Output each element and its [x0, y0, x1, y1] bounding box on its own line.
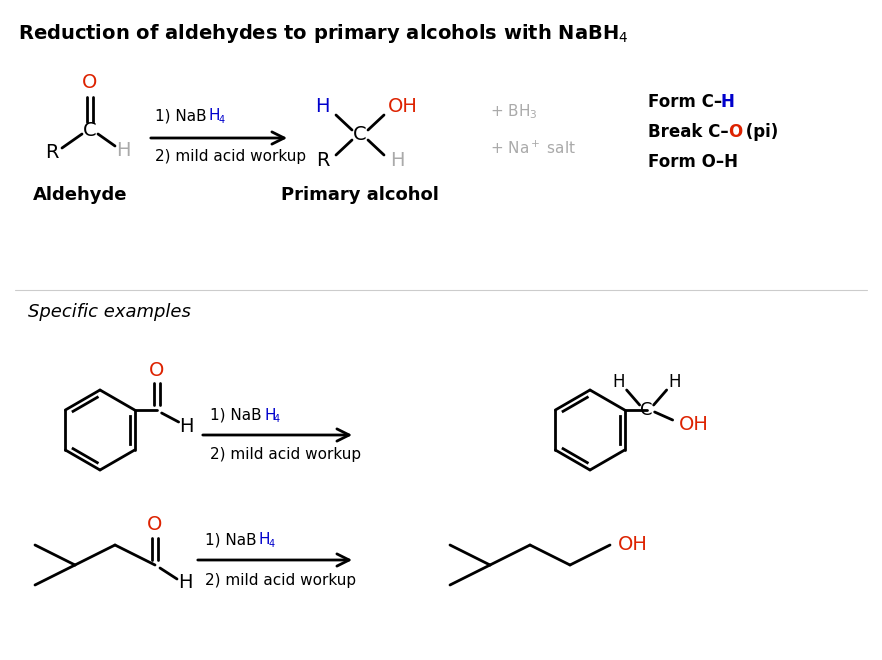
Text: H: H — [259, 533, 271, 548]
Text: OH: OH — [388, 98, 418, 117]
Text: H: H — [179, 416, 194, 436]
Text: 1) NaB: 1) NaB — [155, 108, 206, 123]
Text: 1) NaB: 1) NaB — [205, 533, 257, 548]
Text: R: R — [45, 143, 59, 162]
Text: OH: OH — [678, 414, 708, 434]
Text: $_4$: $_4$ — [218, 112, 226, 126]
Text: OH: OH — [618, 535, 648, 554]
Text: C: C — [640, 401, 653, 419]
Text: Form C–: Form C– — [648, 93, 722, 111]
Text: Reduction of aldehydes to primary alcohols with NaBH$_4$: Reduction of aldehydes to primary alcoho… — [18, 22, 629, 45]
Text: 2) mild acid workup: 2) mild acid workup — [210, 447, 361, 463]
Text: Aldehyde: Aldehyde — [33, 186, 127, 204]
Text: H: H — [178, 574, 192, 593]
Text: 1) NaB: 1) NaB — [210, 407, 262, 422]
Text: (pi): (pi) — [740, 123, 778, 141]
Text: H: H — [720, 93, 734, 111]
Text: + Na$^+$ salt: + Na$^+$ salt — [490, 139, 576, 156]
Text: H: H — [264, 407, 275, 422]
Text: C: C — [353, 125, 367, 145]
Text: O: O — [82, 73, 98, 92]
Text: R: R — [317, 152, 330, 170]
Text: O: O — [147, 515, 162, 535]
Text: $_4$: $_4$ — [268, 536, 276, 550]
Text: H: H — [116, 141, 131, 160]
Text: C: C — [83, 121, 97, 139]
Text: + BH$_3$: + BH$_3$ — [490, 103, 538, 121]
Text: Primary alcohol: Primary alcohol — [281, 186, 439, 204]
Text: $_4$: $_4$ — [273, 411, 280, 425]
Text: H: H — [669, 373, 681, 391]
Text: Break C–: Break C– — [648, 123, 729, 141]
Text: O: O — [728, 123, 743, 141]
Text: H: H — [209, 108, 220, 123]
Text: 2) mild acid workup: 2) mild acid workup — [205, 572, 356, 587]
Text: 2) mild acid workup: 2) mild acid workup — [155, 148, 306, 164]
Text: H: H — [390, 152, 405, 170]
Text: H: H — [612, 373, 624, 391]
Text: Form O–H: Form O–H — [648, 153, 738, 171]
Text: O: O — [149, 360, 164, 379]
Text: H: H — [316, 98, 330, 117]
Text: Specific examples: Specific examples — [28, 303, 191, 321]
